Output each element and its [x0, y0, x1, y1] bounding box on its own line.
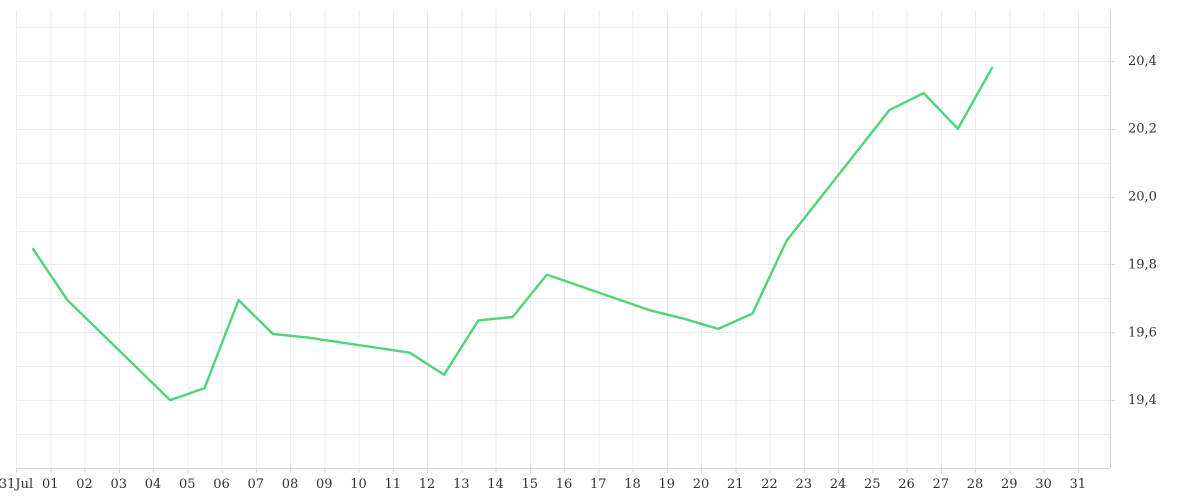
- y-tick-label: 19,6: [1128, 325, 1157, 340]
- x-tick-label: 09: [316, 477, 333, 492]
- x-tick-label: 07: [247, 477, 264, 492]
- x-tick-label: 27: [932, 477, 949, 492]
- x-tick-label: 28: [967, 477, 984, 492]
- x-tick-label: 11: [384, 477, 401, 492]
- x-tick-label: 04: [145, 477, 162, 492]
- x-tick-label: 12: [419, 477, 436, 492]
- x-tick-label: 10: [350, 477, 367, 492]
- series: [31, 66, 994, 402]
- x-tick-label: 24: [830, 477, 847, 492]
- y-tick-label: 20,4: [1128, 54, 1157, 69]
- x-tick-label: 18: [624, 477, 641, 492]
- axes: [16, 10, 1115, 473]
- x-tick-label: 03: [110, 477, 127, 492]
- x-tick-label: 22: [761, 477, 778, 492]
- x-tick-label: 15: [521, 477, 538, 492]
- x-tick-label: 21: [727, 477, 744, 492]
- x-tick-label: 23: [795, 477, 812, 492]
- x-tick-label: 20: [693, 477, 710, 492]
- x-tick-label: 26: [898, 477, 915, 492]
- x-tick-label: 08: [282, 477, 299, 492]
- x-tick-label: 02: [76, 477, 93, 492]
- x-tick-label: 16: [556, 477, 573, 492]
- y-tick-label: 19,8: [1128, 257, 1157, 272]
- tick-labels: 31Jul 01 02 03 04 05 06 07 08 09 10 11 12 13 14 15 16 17 1…: [0, 54, 1157, 492]
- y-tick-label: 20,2: [1128, 122, 1157, 137]
- y-tick-label: 19,4: [1128, 393, 1157, 408]
- x-tick-label: 30: [1035, 477, 1052, 492]
- x-tick-label: 17: [590, 477, 607, 492]
- x-tick-label: 01: [42, 477, 59, 492]
- x-tick-label: 31Jul: [0, 477, 33, 492]
- x-tick-label: 13: [453, 477, 470, 492]
- x-tick-label: 29: [1001, 477, 1018, 492]
- x-tick-label: 05: [179, 477, 196, 492]
- grid: [16, 10, 1110, 469]
- series-line: [31, 66, 994, 402]
- x-tick-label: 31: [1069, 477, 1086, 492]
- x-tick-label: 19: [658, 477, 675, 492]
- y-tick-label: 20,0: [1128, 190, 1157, 205]
- x-tick-label: 25: [864, 477, 881, 492]
- x-tick-label: 06: [213, 477, 230, 492]
- x-tick-label: 14: [487, 477, 504, 492]
